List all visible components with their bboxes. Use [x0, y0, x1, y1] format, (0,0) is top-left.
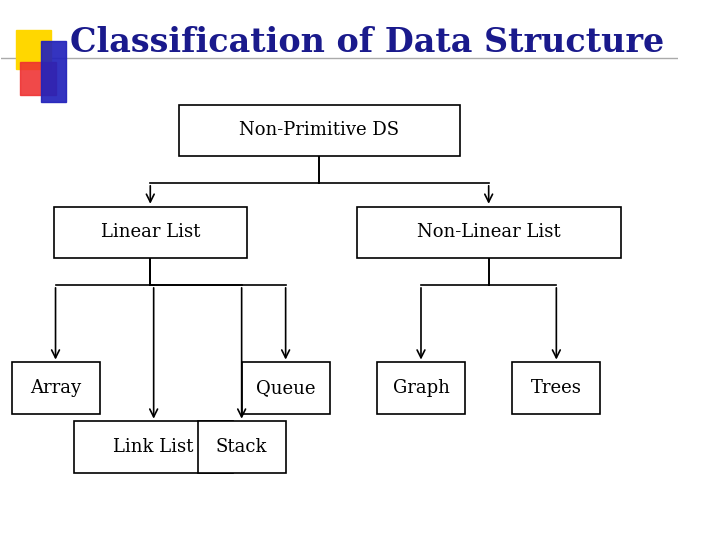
- Text: Array: Array: [30, 379, 81, 397]
- FancyBboxPatch shape: [179, 105, 460, 156]
- Text: Non-Linear List: Non-Linear List: [417, 224, 560, 241]
- Text: Graph: Graph: [392, 379, 449, 397]
- FancyBboxPatch shape: [198, 422, 286, 473]
- FancyBboxPatch shape: [53, 207, 247, 258]
- Text: Queue: Queue: [256, 379, 315, 397]
- Text: Classification of Data Structure: Classification of Data Structure: [70, 25, 664, 58]
- Text: Linear List: Linear List: [101, 224, 200, 241]
- FancyBboxPatch shape: [12, 362, 99, 414]
- Text: Link List: Link List: [114, 438, 194, 456]
- Text: Trees: Trees: [531, 379, 582, 397]
- FancyBboxPatch shape: [513, 362, 600, 414]
- FancyBboxPatch shape: [74, 422, 233, 473]
- FancyBboxPatch shape: [242, 362, 330, 414]
- Text: Stack: Stack: [216, 438, 267, 456]
- FancyBboxPatch shape: [356, 207, 621, 258]
- Text: Non-Primitive DS: Non-Primitive DS: [240, 122, 400, 139]
- FancyBboxPatch shape: [377, 362, 465, 414]
- Bar: [20, 62, 55, 96]
- Bar: [17, 30, 51, 69]
- Bar: [40, 40, 66, 103]
